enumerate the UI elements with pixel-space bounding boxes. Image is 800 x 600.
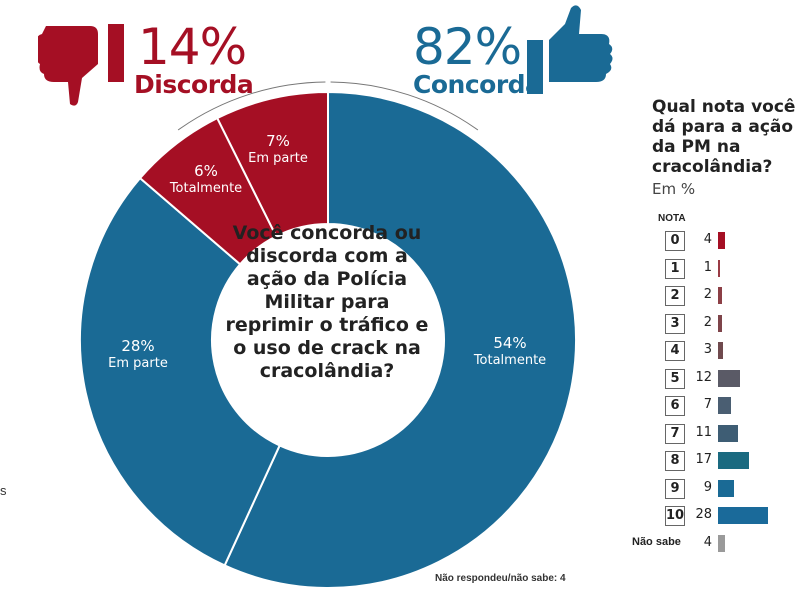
nota-bar	[718, 342, 724, 359]
slice-label-discorda-totalmente: 6% Totalmente	[160, 163, 252, 197]
nota-bar	[718, 287, 722, 304]
nota-label: 6	[665, 396, 685, 416]
nota-bar	[718, 397, 731, 414]
nota-label: 2	[665, 286, 685, 306]
bar-chart-title: Qual nota você dá para a ação da PM na c…	[652, 97, 796, 177]
discorda-total: 14%	[138, 18, 247, 76]
slice-caption: Em parte	[108, 356, 168, 371]
slice-caption: Totalmente	[473, 353, 547, 368]
nota-value: 4	[703, 232, 712, 247]
slice-value: 7%	[266, 132, 290, 150]
nota-value: 28	[695, 507, 712, 522]
nota-label: 1	[665, 258, 685, 279]
nota-value: 3	[703, 342, 712, 357]
nota-value: 11	[695, 424, 712, 440]
thumbs-down-icon	[35, 18, 133, 113]
nota-label: 0	[665, 231, 685, 251]
slice-value: 6%	[194, 162, 218, 180]
slice-label-concorda-totalmente: 54% Totalmente	[455, 335, 565, 369]
slice-value: 54%	[493, 334, 527, 352]
concorda-total: 82%	[413, 18, 522, 76]
slice-caption: Totalmente	[169, 181, 243, 196]
nota-value: 7	[703, 397, 712, 412]
nota-label: 7	[665, 423, 685, 444]
donut-center-question: Você concorda ou discorda com a ação da …	[225, 222, 429, 382]
bar-chart-unit: Em %	[652, 180, 696, 198]
nota-label: 4	[665, 341, 685, 361]
nota-value: 17	[695, 452, 712, 467]
nota-bar	[718, 232, 726, 249]
slice-label-concorda-em-parte: 28% Em parte	[98, 338, 178, 372]
nota-header: NOTA	[658, 213, 686, 224]
slice-label-discorda-em-parte: 7% Em parte	[238, 133, 318, 167]
donut-slice-concorda-1	[79, 176, 281, 567]
nota-value: 1	[703, 259, 712, 275]
nota-bar	[718, 424, 738, 442]
concorda-bracket	[330, 81, 479, 131]
nota-value: 2	[703, 314, 712, 330]
donut-slice-discorda-3	[215, 90, 329, 238]
thumbs-up-icon	[525, 4, 615, 101]
slice-caption: Em parte	[248, 151, 308, 166]
nota-value: 12	[695, 369, 712, 385]
discorda-label: Discorda	[134, 70, 254, 99]
nota-value: 2	[703, 287, 712, 302]
nota-label: 5	[665, 368, 685, 389]
nota-label: 3	[665, 313, 685, 334]
discorda-bracket	[177, 81, 326, 131]
concorda-label: Concorda	[413, 70, 542, 99]
nota-bar	[718, 507, 769, 524]
nota-label: Não sabe	[632, 535, 681, 548]
slice-value: 28%	[121, 337, 155, 355]
footnote: Não respondeu/não sabe: 4	[435, 573, 566, 584]
nota-bar	[718, 479, 735, 497]
nota-label: 8	[665, 451, 685, 471]
nota-value: 9	[703, 479, 712, 495]
nota-bar	[718, 369, 740, 387]
nota-bar	[718, 534, 726, 552]
nota-label: 10	[665, 506, 685, 526]
cropped-edge-text: s	[0, 483, 7, 498]
nota-bar	[718, 314, 722, 332]
donut-slice-concorda-0	[223, 90, 577, 589]
nota-label: 9	[665, 478, 685, 499]
nota-value: 4	[703, 534, 712, 550]
nota-bar	[718, 259, 720, 277]
nota-bar	[718, 452, 749, 469]
